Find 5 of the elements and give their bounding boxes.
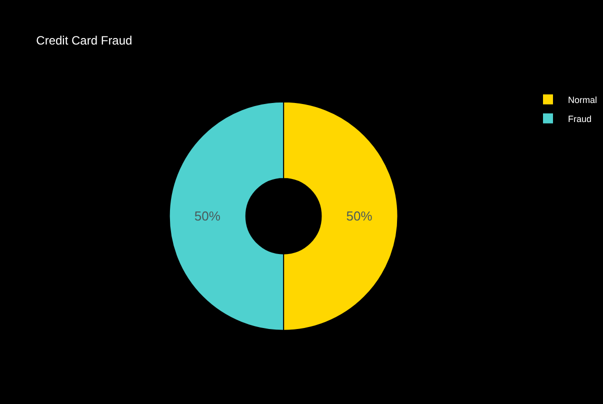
data-label: 50% xyxy=(346,208,373,224)
chart-title: Credit Card Fraud xyxy=(36,34,132,48)
legend-label: Fraud xyxy=(568,114,592,124)
legend-label: Normal xyxy=(568,94,598,105)
data-label: 50% xyxy=(194,208,221,224)
